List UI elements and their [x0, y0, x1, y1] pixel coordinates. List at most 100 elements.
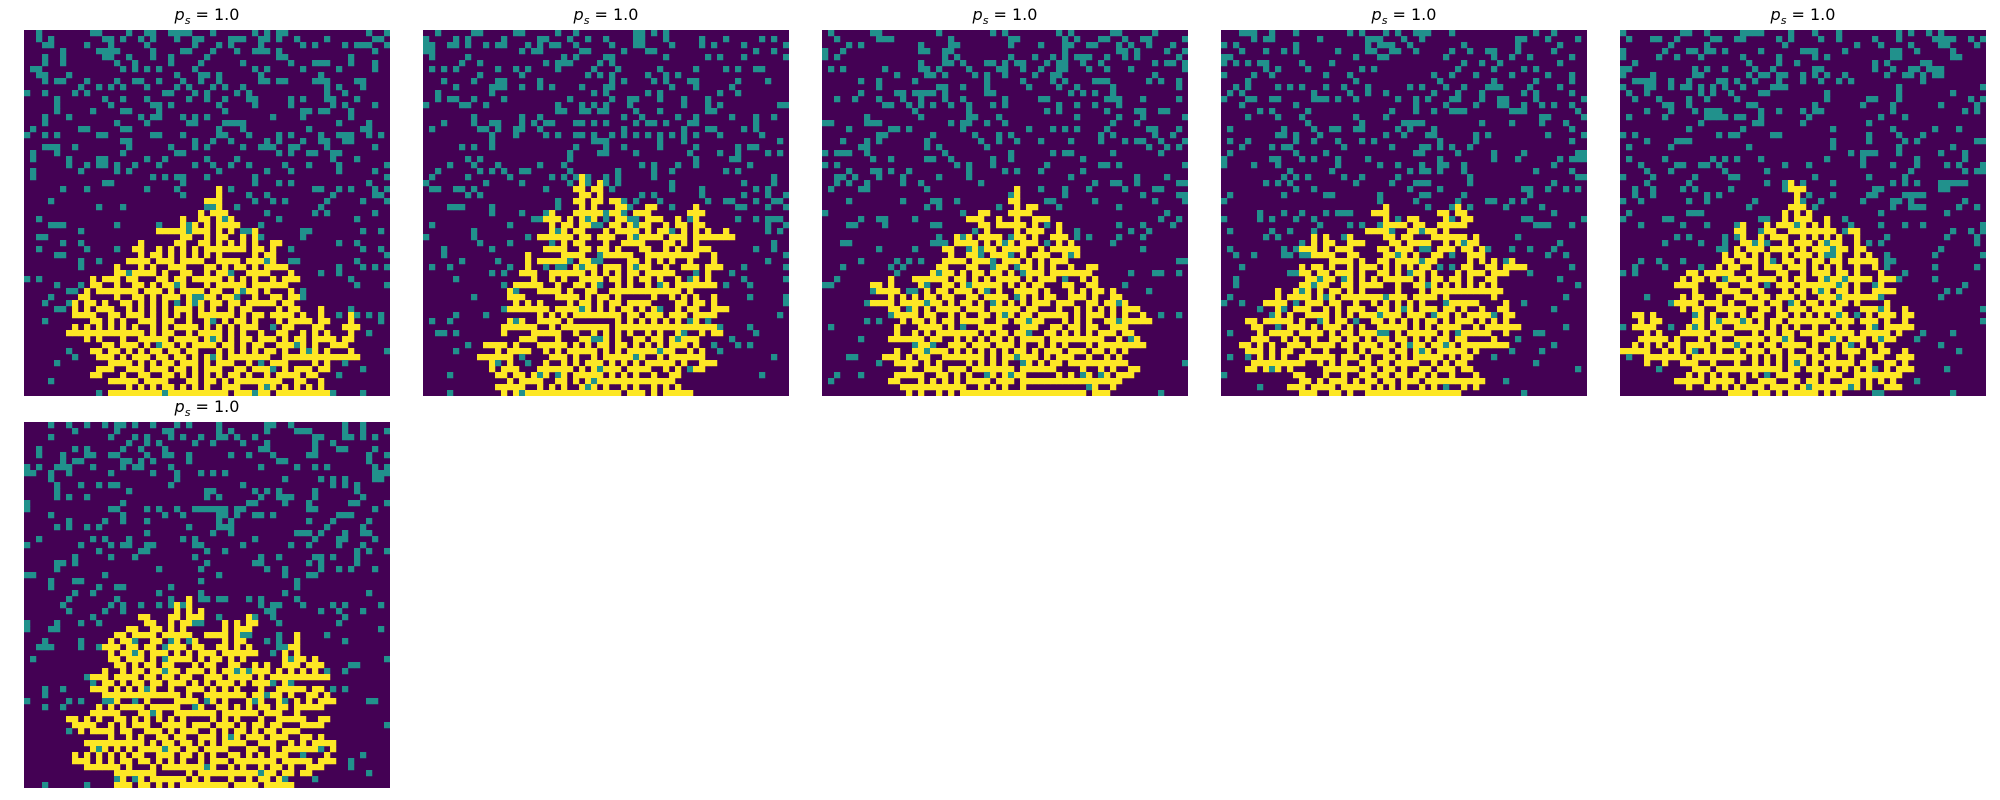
cluster-cell: [1014, 390, 1021, 396]
cluster-cell: [1854, 264, 1861, 271]
particle-cell: [1128, 42, 1135, 49]
cluster-cell: [888, 282, 895, 289]
particle-cell: [258, 144, 265, 151]
particle-cell: [42, 72, 49, 79]
cluster-cell: [651, 252, 658, 259]
cluster-cell: [1800, 264, 1807, 271]
cluster-cell: [687, 354, 694, 361]
cluster-cell: [204, 312, 211, 319]
cluster-cell: [1503, 312, 1510, 319]
particle-cell: [1698, 54, 1705, 61]
cluster-cell: [180, 336, 187, 343]
particle-cell: [1914, 48, 1921, 55]
cluster-cell: [156, 252, 163, 259]
cluster-cell: [240, 330, 247, 337]
cluster-cell: [960, 276, 967, 283]
cluster-cell: [1359, 240, 1366, 247]
cluster-cell: [918, 342, 925, 349]
particle-cell: [966, 282, 973, 289]
cluster-cell: [1377, 348, 1384, 355]
particle-cell: [834, 162, 841, 169]
cluster-cell: [1317, 264, 1324, 271]
cluster-cell: [1443, 312, 1450, 319]
particle-cell: [1110, 132, 1117, 139]
particle-cell: [1491, 84, 1498, 91]
cluster-cell: [1092, 336, 1099, 343]
cluster-cell: [1473, 300, 1480, 307]
cluster-cell: [1473, 270, 1480, 277]
particle-cell: [615, 174, 622, 181]
cluster-cell: [1812, 228, 1819, 235]
particle-cell: [288, 168, 295, 175]
cluster-cell: [525, 378, 532, 385]
cluster-cell: [120, 300, 127, 307]
particle-cell: [1503, 204, 1510, 211]
particle-cell: [1050, 126, 1057, 133]
particle-cell: [282, 54, 289, 61]
cluster-cell: [1269, 342, 1276, 349]
cluster-cell: [210, 264, 217, 271]
cluster-cell: [1068, 270, 1075, 277]
cluster-cell: [561, 366, 568, 373]
particle-cell: [1449, 108, 1456, 115]
particle-cell: [639, 192, 646, 199]
cluster-cell: [1479, 330, 1486, 337]
cluster-cell: [1311, 342, 1318, 349]
cluster-cell: [1323, 366, 1330, 373]
cluster-cell: [966, 378, 973, 385]
cluster-cell: [543, 258, 550, 265]
cluster-cell: [246, 300, 253, 307]
particle-cell: [597, 222, 604, 229]
cluster-cell: [1122, 372, 1129, 379]
cluster-cell: [1251, 360, 1258, 367]
cluster-cell: [1335, 246, 1342, 253]
cluster-cell: [1245, 342, 1252, 349]
cluster-cell: [330, 336, 337, 343]
cluster-cell: [246, 336, 253, 343]
cluster-cell: [1371, 318, 1378, 325]
cluster-cell: [1800, 276, 1807, 283]
particle-cell: [1299, 156, 1306, 163]
cluster-cell: [246, 258, 253, 265]
cluster-cell: [936, 390, 943, 396]
cluster-cell: [1092, 288, 1099, 295]
cluster-cell: [1449, 372, 1456, 379]
cluster-cell: [78, 312, 85, 319]
cluster-cell: [240, 336, 247, 343]
cluster-cell: [591, 390, 598, 396]
cluster-cell: [1371, 282, 1378, 289]
particle-cell: [834, 36, 841, 43]
cluster-cell: [1050, 366, 1057, 373]
cluster-cell: [711, 330, 718, 337]
cluster-cell: [1020, 294, 1027, 301]
particle-cell: [966, 120, 973, 127]
particle-cell: [1233, 252, 1240, 259]
cluster-cell: [1305, 390, 1312, 396]
particle-cell: [1515, 156, 1522, 163]
cluster-cell: [1092, 300, 1099, 307]
particle-cell: [858, 42, 865, 49]
particle-cell: [984, 78, 991, 85]
cluster-cell: [228, 294, 235, 301]
particle-cell: [1317, 318, 1324, 325]
particle-cell: [930, 102, 937, 109]
particle-cell: [192, 138, 199, 145]
particle-cell: [1479, 120, 1486, 127]
particle-cell: [1323, 150, 1330, 157]
particle-cell: [747, 144, 754, 151]
cluster-cell: [483, 342, 490, 349]
particle-cell: [324, 138, 331, 145]
particle-cell: [1419, 150, 1426, 157]
cluster-cell: [228, 324, 235, 331]
cluster-cell: [1431, 342, 1438, 349]
cluster-cell: [894, 336, 901, 343]
particle-cell: [384, 30, 390, 37]
cluster-cell: [1704, 270, 1711, 277]
particle-cell: [1275, 132, 1282, 139]
cluster-cell: [138, 282, 145, 289]
cluster-cell: [1395, 312, 1402, 319]
particle-cell: [1686, 180, 1693, 187]
cluster-cell: [1371, 264, 1378, 271]
cluster-cell: [900, 300, 907, 307]
cluster-cell: [252, 276, 259, 283]
